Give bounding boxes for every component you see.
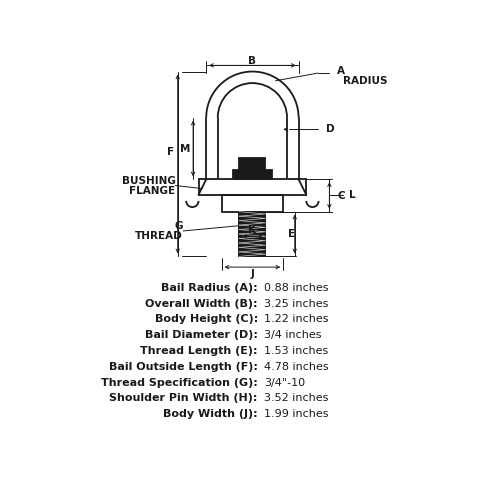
Text: 3/4 inches: 3/4 inches bbox=[264, 330, 322, 340]
Text: Bail Radius (A):: Bail Radius (A): bbox=[161, 283, 258, 293]
Text: Bail Diameter (D):: Bail Diameter (D): bbox=[145, 330, 258, 340]
Text: 0.88 inches: 0.88 inches bbox=[264, 283, 328, 293]
Text: M: M bbox=[180, 144, 190, 154]
Text: 3.52 inches: 3.52 inches bbox=[264, 394, 328, 404]
Text: G: G bbox=[174, 220, 183, 230]
Text: D: D bbox=[326, 124, 334, 134]
Text: A: A bbox=[337, 66, 345, 76]
Text: B: B bbox=[248, 56, 256, 66]
Text: 1.99 inches: 1.99 inches bbox=[264, 409, 328, 419]
Text: J: J bbox=[250, 269, 254, 279]
Text: 3.25 inches: 3.25 inches bbox=[264, 298, 328, 308]
Text: 1.22 inches: 1.22 inches bbox=[264, 314, 328, 324]
Text: 3/4"-10: 3/4"-10 bbox=[264, 378, 305, 388]
Text: Thread Specification (G):: Thread Specification (G): bbox=[101, 378, 258, 388]
Text: C: C bbox=[337, 190, 344, 200]
Bar bbox=[240, 212, 266, 256]
Text: BUSHING: BUSHING bbox=[122, 176, 176, 186]
Text: FLANGE: FLANGE bbox=[130, 186, 176, 196]
Text: Overall Width (B):: Overall Width (B): bbox=[146, 298, 258, 308]
Text: 4.78 inches: 4.78 inches bbox=[264, 362, 328, 372]
Bar bbox=[233, 170, 272, 179]
Text: 1.53 inches: 1.53 inches bbox=[264, 346, 328, 356]
Text: Body Height (C):: Body Height (C): bbox=[154, 314, 258, 324]
Text: RADIUS: RADIUS bbox=[344, 76, 388, 86]
Text: Shoulder Pin Width (H):: Shoulder Pin Width (H): bbox=[110, 394, 258, 404]
Text: F: F bbox=[166, 148, 174, 158]
Text: E: E bbox=[288, 229, 296, 239]
Text: L: L bbox=[348, 190, 356, 200]
Bar bbox=[240, 158, 266, 170]
Text: THREAD: THREAD bbox=[136, 232, 183, 241]
Text: K: K bbox=[248, 225, 256, 235]
Text: Bail Outside Length (F):: Bail Outside Length (F): bbox=[109, 362, 258, 372]
Text: Body Width (J):: Body Width (J): bbox=[163, 409, 258, 419]
Text: Thread Length (E):: Thread Length (E): bbox=[140, 346, 258, 356]
